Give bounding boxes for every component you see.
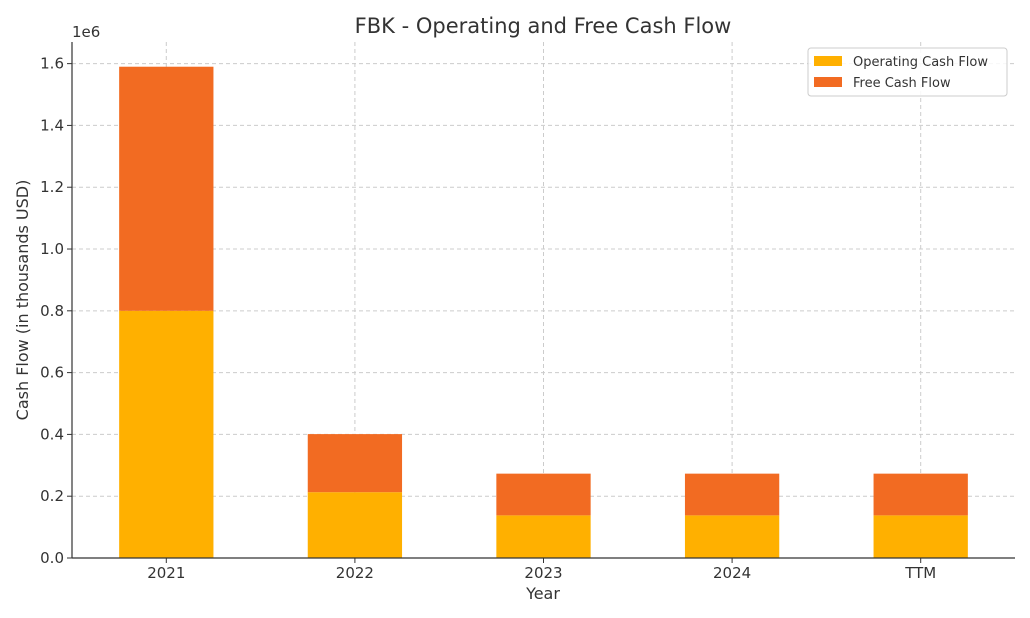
ticks: 0.0 0.2 0.4 0.6 0.8 1.0 1.2 1.4 1.6 2021 2022 2023 2… — [40, 55, 936, 582]
x-tick-label: 2022 — [336, 564, 374, 582]
x-tick-label: 2021 — [147, 564, 185, 582]
legend-swatch — [814, 77, 842, 87]
y-tick-label: 0.2 — [40, 487, 64, 505]
x-tick-label: TTM — [904, 564, 936, 582]
chart-title: FBK - Operating and Free Cash Flow — [355, 14, 732, 38]
bar-free-cash-flow-ttm — [873, 473, 968, 516]
y-tick-label: 1.0 — [40, 240, 64, 258]
bars — [119, 66, 968, 558]
legend-label: Free Cash Flow — [853, 76, 951, 91]
legend-swatch — [814, 56, 842, 66]
bar-operating-cash-flow-2023 — [496, 515, 591, 558]
y-tick-label: 1.6 — [40, 55, 64, 73]
x-tick-label: 2023 — [524, 564, 562, 582]
legend-box — [807, 47, 1008, 97]
y-offset-label: 1e6 — [72, 23, 100, 41]
bar-free-cash-flow-2021 — [119, 66, 214, 311]
y-tick-label: 0.4 — [40, 425, 64, 443]
bar-operating-cash-flow-2024 — [684, 515, 780, 558]
x-tick-label: 2024 — [713, 564, 751, 582]
y-tick-label: 0.0 — [40, 549, 64, 567]
bar-operating-cash-flow-2022 — [307, 492, 403, 558]
bar-free-cash-flow-2024 — [684, 473, 780, 516]
y-tick-label: 0.6 — [40, 364, 64, 382]
bar-free-cash-flow-2022 — [307, 434, 403, 493]
bar-operating-cash-flow-ttm — [873, 515, 968, 558]
y-tick-label: 1.4 — [40, 116, 64, 134]
bar-operating-cash-flow-2021 — [119, 310, 214, 558]
y-tick-label: 1.2 — [40, 178, 64, 196]
legend: Operating Cash Flow Free Cash Flow — [807, 47, 1008, 97]
bar-free-cash-flow-2023 — [496, 473, 591, 516]
legend-label: Operating Cash Flow — [853, 55, 988, 70]
x-axis-label: Year — [525, 584, 560, 603]
y-axis-label: Cash Flow (in thousands USD) — [13, 180, 32, 421]
y-tick-label: 0.8 — [40, 302, 64, 320]
